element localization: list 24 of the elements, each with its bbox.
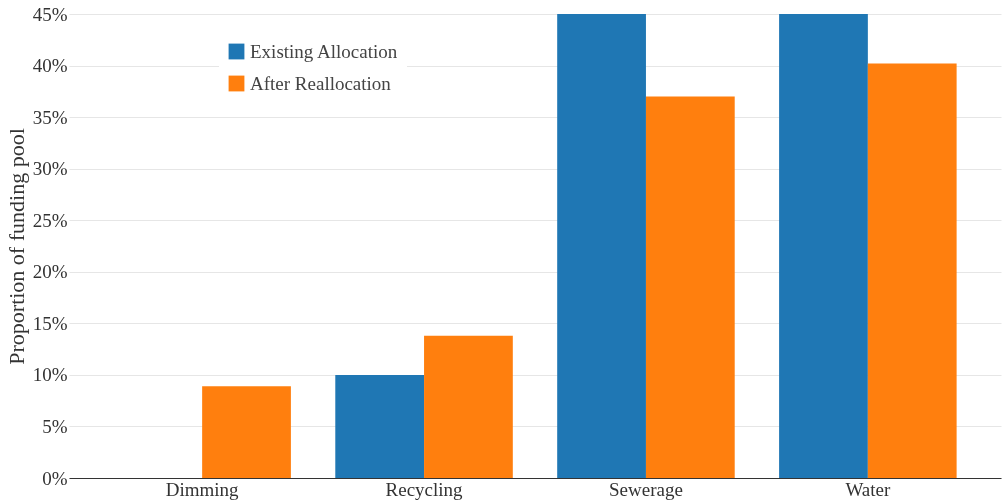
y-tick-label: 35% [32, 106, 68, 128]
bar [779, 14, 868, 478]
y-tick-label: 45% [32, 3, 68, 25]
y-tick-label: 40% [32, 55, 68, 77]
y-tick-label: 30% [32, 158, 68, 180]
y-tick-label: 25% [32, 209, 68, 231]
y-tick-label: 5% [42, 415, 68, 437]
x-tick-label: Sewerage [609, 478, 683, 500]
legend-label: After Reallocation [250, 72, 392, 94]
y-tick-label: 0% [42, 467, 68, 489]
bar [202, 386, 291, 478]
bar [867, 63, 957, 478]
legend-label: Existing Allocation [250, 40, 398, 62]
y-tick-label: 10% [32, 364, 68, 386]
y-axis-title: Proportion of funding pool [3, 128, 29, 365]
y-tick-label: 15% [32, 312, 68, 334]
bar [557, 14, 646, 478]
x-tick-label: Water [845, 478, 891, 500]
x-tick-label: Dimming [165, 478, 240, 500]
x-tick-label: Recycling [385, 478, 464, 500]
bar [424, 335, 513, 478]
bar [645, 96, 735, 478]
bar [335, 374, 425, 478]
y-tick-label: 20% [32, 261, 68, 283]
